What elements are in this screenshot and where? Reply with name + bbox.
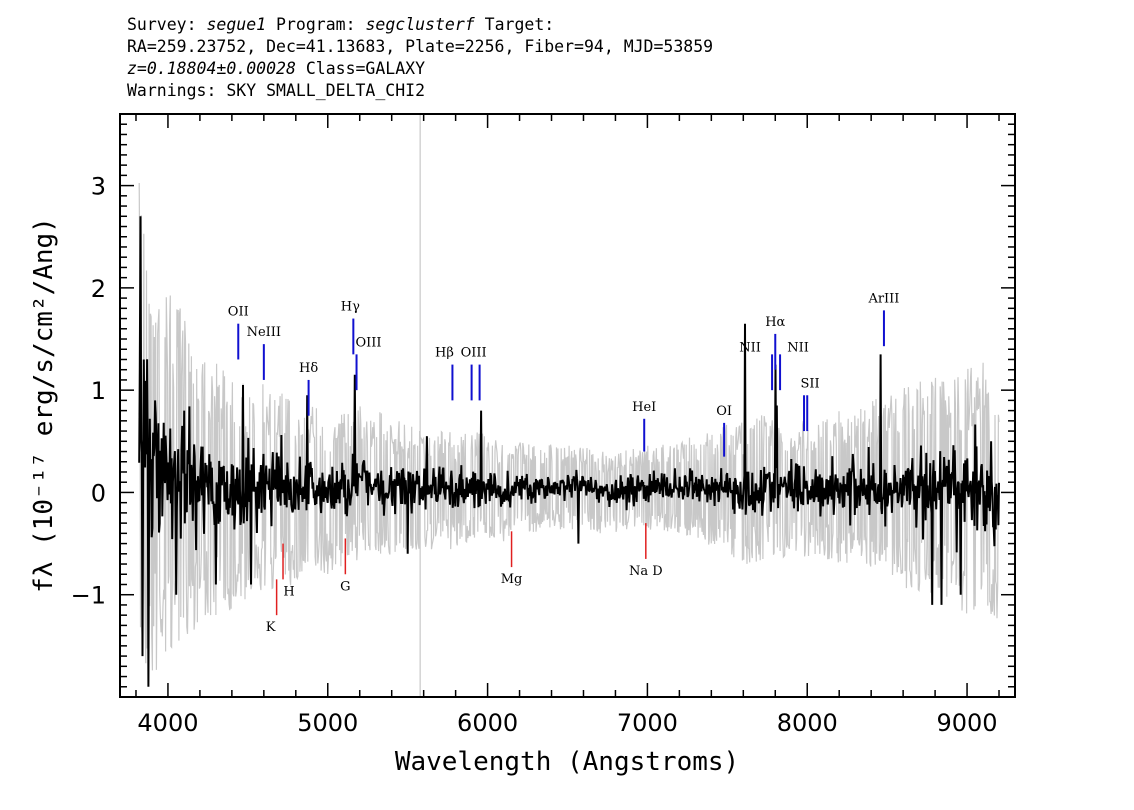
emission-line-label: Hδ [299,361,318,376]
x-tick-label: 7000 [617,709,678,737]
y-tick-label: 1 [91,377,106,405]
class-value: Class=GALAXY [305,59,426,78]
axis-ticks: 4000 5000 6000 7000 8000 9000 −1 0 1 2 3 [71,114,1015,737]
x-axis-title: Wavelength (Angstroms) [395,747,739,777]
error-band [138,114,1000,697]
absorption-line-label: Mg [501,572,523,587]
absorption-line-label: K [266,620,276,635]
plot-frame [119,113,1016,698]
y-tick-label: 2 [91,275,106,303]
absorption-line-label: H [283,584,294,599]
y-tick-label: 0 [91,479,106,507]
emission-line-label: NeIII [247,325,281,340]
survey-label: Survey: [127,15,197,34]
x-tick-label: 8000 [777,709,838,737]
x-tick-label: 5000 [297,709,358,737]
emission-line-label: Hβ [435,346,454,361]
emission-line-label: OII [228,305,249,320]
emission-line-label: OIII [461,346,487,361]
x-tick-label: 4000 [137,709,198,737]
emission-line-label: NII [787,340,809,355]
warnings-line: Warnings: SKY SMALL_DELTA_CHI2 [127,81,426,100]
program-label: Program: [276,15,356,34]
emission-line-label: SII [800,376,819,391]
emission-line-label: Hα [765,315,785,330]
program-value: segclusterf [365,15,475,34]
y-axis-title: fλ (10⁻¹⁷ erg/s/cm²/Ang) [29,217,59,593]
y-tick-label: −1 [71,582,106,610]
y-tick-label: 3 [91,173,106,201]
absorption-line-label: G [340,579,350,594]
x-tick-label: 6000 [457,709,518,737]
absorption-line-label: Na D [629,564,663,579]
target-label: Target: [484,15,555,34]
emission-line-label: Hγ [341,300,360,315]
emission-line-label: ArIII [867,291,899,306]
coordinates-line: RA=259.23752, Dec=41.13683, Plate=2256, … [127,37,714,56]
flux-series [138,216,1000,687]
emission-line-label: OIII [355,335,381,350]
survey-value: segue1 [206,15,267,34]
emission-line-label: NII [739,340,761,355]
emission-line-label: HeI [632,400,656,415]
flux-series-line [138,216,1000,687]
redshift-value: z=0.18804±0.00028 [127,59,296,78]
x-tick-label: 9000 [937,709,998,737]
emission-line-label: OI [716,404,732,419]
spectrum-header: Survey: segue1 Program: segclusterf Targ… [127,14,713,102]
error-series-line [138,182,1000,676]
